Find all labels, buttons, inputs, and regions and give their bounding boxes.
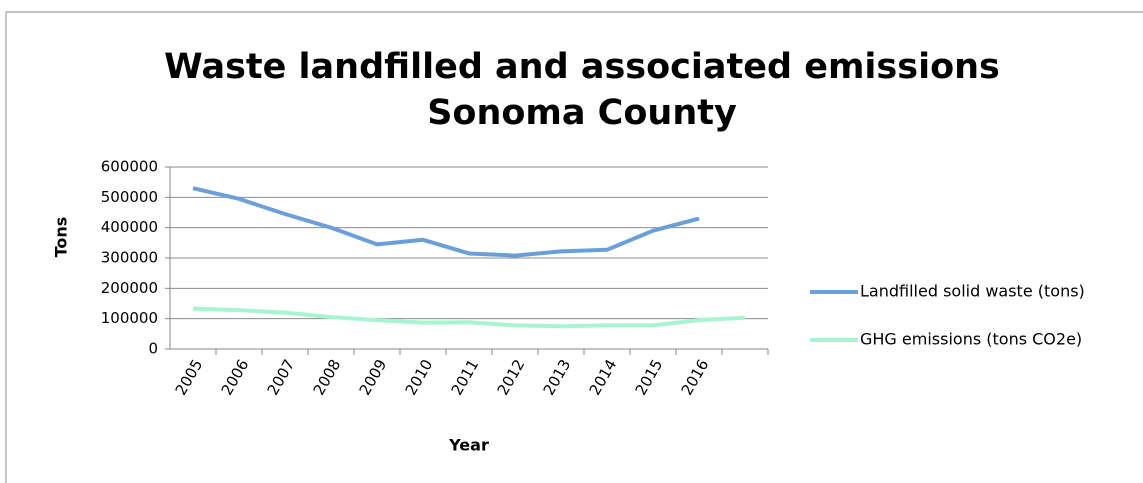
y-tick-label: 300000 [101,249,158,267]
legend-label: Landfilled solid waste (tons) [860,282,1085,301]
chart-subtitle: Sonoma County [427,93,737,133]
chart-title: Waste landfilled and associated emission… [164,47,1000,87]
x-tick-label: 2011 [448,356,483,398]
x-tick-label: 2007 [264,356,299,398]
y-tick-label: 0 [148,340,158,358]
x-tick-label: 2016 [678,356,713,398]
x-tick-label: 2014 [586,356,621,398]
y-tick-label: 100000 [101,309,158,327]
y-tick-label: 200000 [101,279,158,297]
x-tick-label: 2008 [310,356,345,398]
y-axis-label: Tons [52,217,71,258]
legend-label: GHG emissions (tons CO2e) [860,330,1082,349]
x-tick-label: 2010 [402,356,437,398]
series-line [192,306,746,329]
y-tick-label: 400000 [101,218,158,236]
y-tick-label: 500000 [101,188,158,206]
x-tick-label: 2009 [356,356,391,398]
x-tick-label: 2006 [218,356,253,398]
x-tick-label: 2005 [172,356,207,398]
x-tick-label: 2015 [632,356,667,398]
x-tick-label: 2013 [540,356,575,398]
y-tick-label: 600000 [101,158,158,176]
series-line [192,186,700,258]
x-axis-label: Year [448,436,489,455]
x-tick-label: 2012 [494,356,529,398]
chart-border [5,11,1143,483]
